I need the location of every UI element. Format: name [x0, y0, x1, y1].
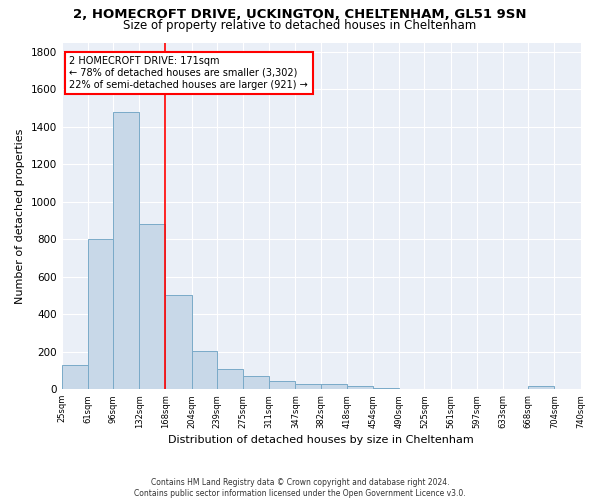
Bar [373, 388, 399, 389]
Bar [295, 384, 321, 389]
Bar [139, 224, 166, 389]
X-axis label: Distribution of detached houses by size in Cheltenham: Distribution of detached houses by size … [168, 435, 474, 445]
Bar [528, 386, 554, 389]
Bar [347, 386, 373, 389]
Bar [399, 388, 424, 389]
Bar [166, 296, 191, 389]
Text: 2, HOMECROFT DRIVE, UCKINGTON, CHELTENHAM, GL51 9SN: 2, HOMECROFT DRIVE, UCKINGTON, CHELTENHA… [73, 8, 527, 20]
Bar [88, 240, 113, 389]
Y-axis label: Number of detached properties: Number of detached properties [15, 128, 25, 304]
Text: Contains HM Land Registry data © Crown copyright and database right 2024.
Contai: Contains HM Land Registry data © Crown c… [134, 478, 466, 498]
Bar [321, 384, 347, 389]
Text: 2 HOMECROFT DRIVE: 171sqm
← 78% of detached houses are smaller (3,302)
22% of se: 2 HOMECROFT DRIVE: 171sqm ← 78% of detac… [70, 56, 308, 90]
Bar [217, 368, 243, 389]
Bar [191, 351, 217, 389]
Bar [243, 376, 269, 389]
Text: Size of property relative to detached houses in Cheltenham: Size of property relative to detached ho… [124, 18, 476, 32]
Bar [113, 112, 139, 389]
Bar [62, 365, 88, 389]
Bar [269, 381, 295, 389]
